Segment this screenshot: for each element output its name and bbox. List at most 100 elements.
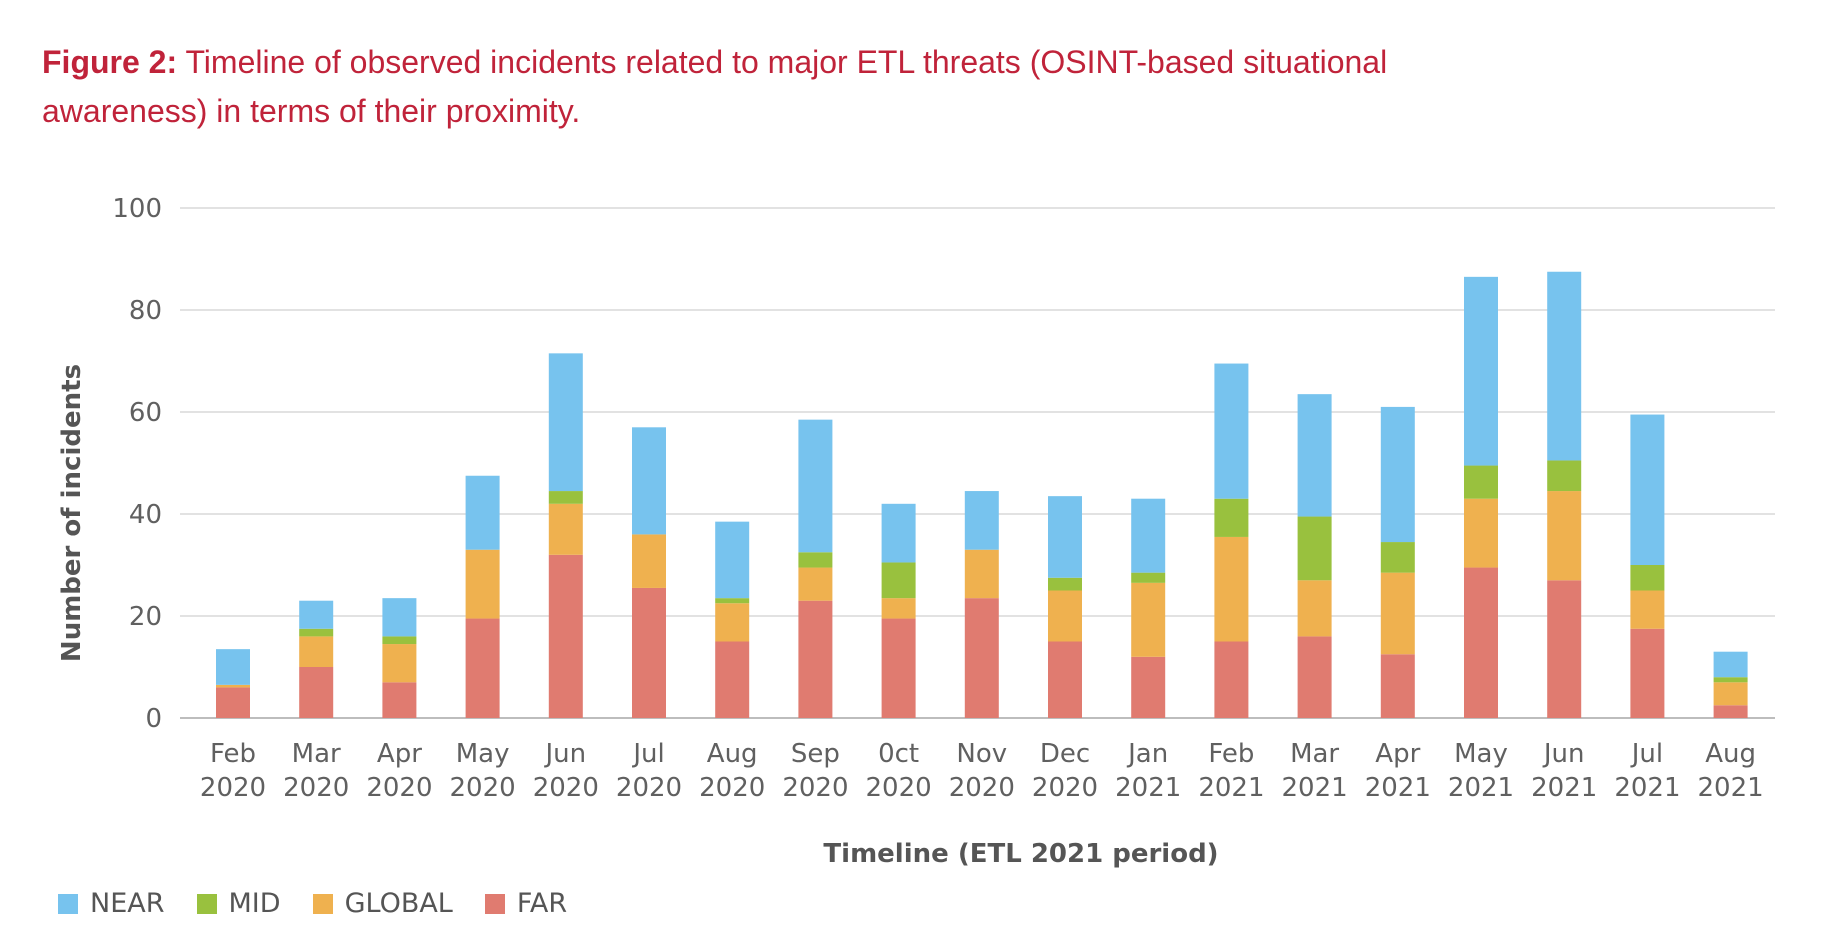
bar-segment-far xyxy=(798,600,833,718)
bar-segment-near xyxy=(632,427,666,535)
figure-caption: Figure 2: Timeline of observed incidents… xyxy=(42,38,1542,136)
y-tick-label: 60 xyxy=(129,398,162,428)
legend-label: NEAR xyxy=(90,888,165,919)
bar-segment-mid xyxy=(548,491,583,504)
legend-item-near: NEAR xyxy=(58,888,165,919)
x-tick-label-year: 2020 xyxy=(866,773,932,803)
grid-lines xyxy=(180,207,1775,719)
bar-segment-near xyxy=(1131,498,1166,573)
bar-segment-far xyxy=(632,587,666,718)
bar-segment-global xyxy=(382,644,417,683)
x-tick-label-year: 2020 xyxy=(616,773,682,803)
bar-segment-global xyxy=(1713,682,1748,706)
x-tick-label-month: Apr xyxy=(1375,739,1420,769)
x-tick-label-year: 2020 xyxy=(782,773,848,803)
bar-segment-global xyxy=(1464,498,1498,568)
bar-segment-mid xyxy=(1380,542,1415,573)
bar-segment-mid xyxy=(1297,516,1332,581)
x-tick-label-year: 2020 xyxy=(283,773,349,803)
bar-segment-far xyxy=(964,598,999,718)
x-tick-label-year: 2020 xyxy=(366,773,432,803)
bar-segment-far xyxy=(382,682,417,718)
legend-swatch xyxy=(196,893,217,914)
x-tick-label-year: 2021 xyxy=(1115,773,1181,803)
bar-segment-far xyxy=(465,618,500,718)
bar-segment-near xyxy=(1297,394,1332,517)
bar-segment-mid xyxy=(1547,460,1582,492)
bar-segment-far xyxy=(216,687,250,718)
x-tick-label-month: May xyxy=(456,739,510,769)
bars xyxy=(216,271,1748,718)
bar-segment-far xyxy=(1380,654,1415,718)
legend-item-global: GLOBAL xyxy=(312,888,453,919)
bar-segment-global xyxy=(881,598,916,619)
bar-segment-far xyxy=(1464,567,1498,718)
x-tick-label-year: 2021 xyxy=(1365,773,1431,803)
bar-segment-global xyxy=(632,534,666,588)
bar-segment-mid xyxy=(881,562,916,599)
x-tick-label-month: Mar xyxy=(292,739,341,769)
bar-segment-far xyxy=(881,618,916,718)
x-tick-label-month: Aug xyxy=(707,739,758,769)
bar-segment-global xyxy=(465,549,500,619)
x-tick-label-month: May xyxy=(1454,739,1508,769)
bar-segment-near xyxy=(216,649,250,685)
legend-label: MID xyxy=(228,888,281,919)
x-tick-label-year: 2021 xyxy=(1198,773,1264,803)
bar-segment-near xyxy=(715,521,750,599)
x-tick-label-year: 2021 xyxy=(1448,773,1514,803)
chart-legend: NEAR MID GLOBAL FAR xyxy=(58,888,599,919)
bar-segment-far xyxy=(299,667,334,718)
x-tick-label-year: 2021 xyxy=(1698,773,1764,803)
bar-segment-far xyxy=(1048,641,1082,718)
x-tick-label-month: Dec xyxy=(1040,739,1090,769)
x-tick-label-month: Jun xyxy=(543,739,586,769)
x-tick-label-month: Mar xyxy=(1290,739,1339,769)
bar-segment-near xyxy=(964,491,999,550)
y-tick-label: 0 xyxy=(145,704,162,734)
x-tick-label-year: 2020 xyxy=(533,773,599,803)
bar-segment-far xyxy=(1214,641,1249,718)
y-tick-label: 40 xyxy=(129,500,162,530)
legend-swatch xyxy=(484,893,505,914)
bar-segment-near xyxy=(798,419,833,553)
bar-segment-far xyxy=(715,641,750,718)
x-tick-label-month: Feb xyxy=(210,739,256,769)
legend-label: FAR xyxy=(516,888,568,919)
bar-segment-global xyxy=(216,684,250,688)
x-tick-label-year: 2020 xyxy=(200,773,266,803)
bar-segment-mid xyxy=(299,628,334,637)
bar-segment-global xyxy=(715,603,750,642)
bar-segment-mid xyxy=(1131,572,1166,583)
bar-segment-far xyxy=(548,554,583,718)
bar-segment-global xyxy=(1131,582,1166,657)
bar-segment-mid xyxy=(1214,498,1249,537)
bar-segment-far xyxy=(1713,705,1748,718)
legend-label: GLOBAL xyxy=(344,888,453,919)
bar-segment-global xyxy=(1297,580,1332,637)
bar-segment-global xyxy=(1048,590,1082,642)
y-axis-title: Number of incidents xyxy=(57,364,87,662)
bar-segment-near xyxy=(1214,363,1249,499)
bar-segment-mid xyxy=(382,636,417,645)
x-tick-label-year: 2020 xyxy=(949,773,1015,803)
legend-item-mid: MID xyxy=(196,888,281,919)
y-tick-label: 100 xyxy=(112,194,162,224)
bar-segment-near xyxy=(1547,271,1582,461)
bar-segment-mid xyxy=(1630,565,1665,591)
bar-segment-mid xyxy=(1048,577,1082,591)
bar-segment-global xyxy=(299,636,334,667)
bar-segment-far xyxy=(1630,628,1665,718)
bar-segment-mid xyxy=(715,598,750,604)
x-tick-label-year: 2021 xyxy=(1531,773,1597,803)
bar-segment-near xyxy=(1713,651,1748,678)
bar-segment-near xyxy=(548,353,583,492)
bar-segment-global xyxy=(798,567,833,601)
bar-segment-near xyxy=(299,600,334,629)
legend-item-far: FAR xyxy=(484,888,568,919)
bar-segment-mid xyxy=(1713,677,1748,683)
bar-segment-global xyxy=(964,549,999,599)
bar-segment-far xyxy=(1297,636,1332,718)
x-tick-label-year: 2020 xyxy=(450,773,516,803)
